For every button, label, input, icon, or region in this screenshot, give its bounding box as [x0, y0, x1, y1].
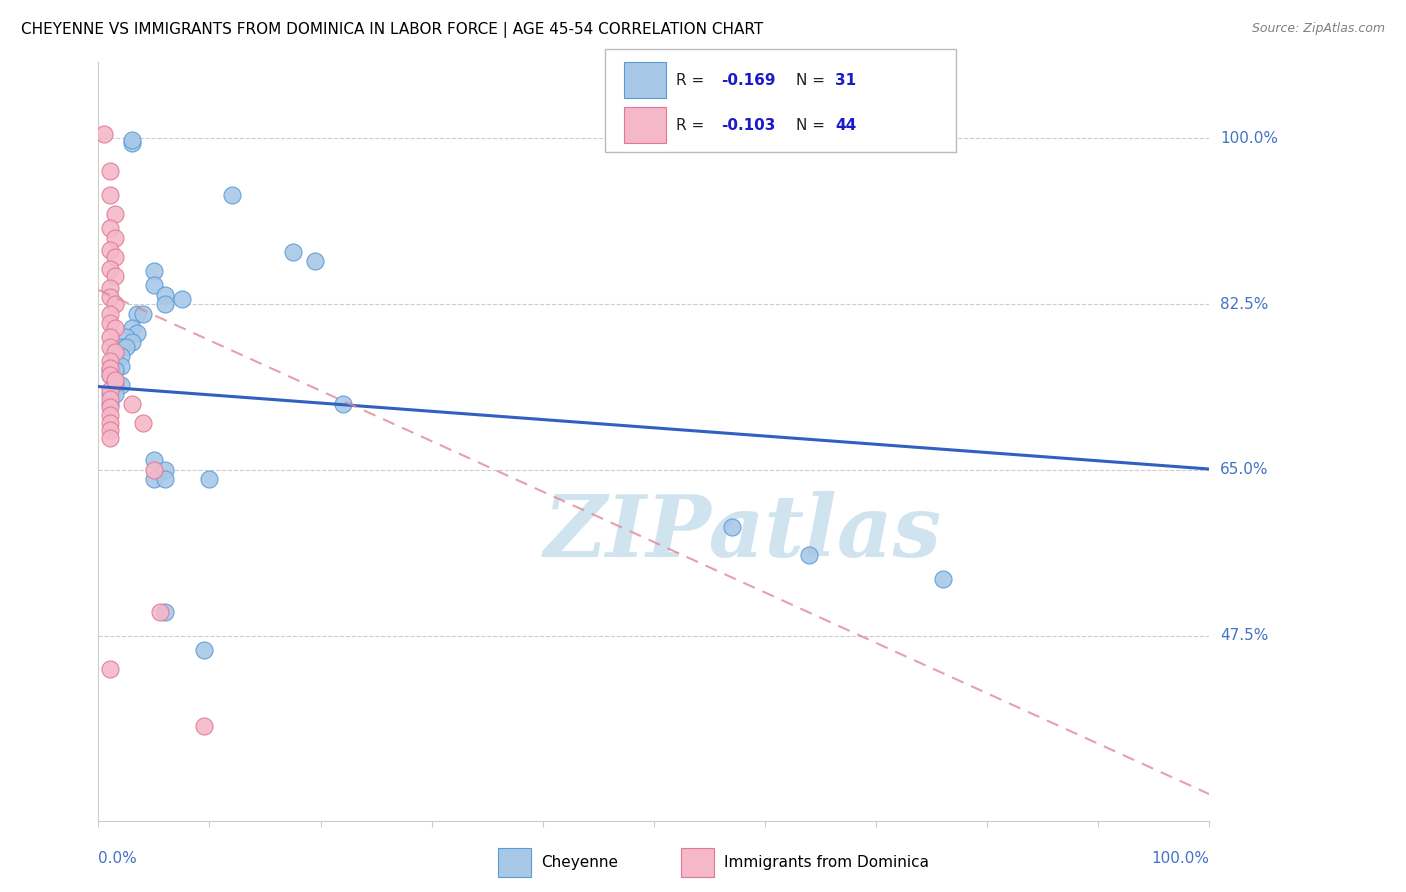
Point — [153, 473, 176, 487]
Point — [153, 605, 176, 619]
Point — [98, 423, 121, 437]
Point — [98, 392, 121, 406]
Point — [98, 262, 121, 277]
Text: Immigrants from Dominica: Immigrants from Dominica — [724, 855, 929, 870]
Point — [98, 397, 121, 411]
Text: 65.0%: 65.0% — [1220, 462, 1268, 477]
Point — [104, 373, 127, 387]
Point — [98, 401, 121, 415]
Point — [143, 278, 166, 293]
Point — [332, 397, 354, 411]
Point — [104, 321, 127, 335]
Point — [98, 408, 121, 422]
Point — [98, 360, 121, 375]
Point — [98, 330, 121, 344]
Point — [110, 359, 132, 373]
Point — [193, 643, 215, 657]
Point — [143, 453, 166, 467]
Point — [98, 354, 121, 368]
Point — [104, 268, 127, 283]
Point — [98, 363, 121, 377]
Text: ZIPatlas: ZIPatlas — [544, 491, 942, 574]
Text: CHEYENNE VS IMMIGRANTS FROM DOMINICA IN LABOR FORCE | AGE 45-54 CORRELATION CHAR: CHEYENNE VS IMMIGRANTS FROM DOMINICA IN … — [21, 22, 763, 38]
Point — [153, 463, 176, 477]
Point — [104, 231, 127, 245]
Point — [98, 340, 121, 354]
Point — [121, 133, 143, 147]
Point — [281, 245, 304, 260]
Text: R =: R = — [676, 119, 710, 133]
Point — [98, 243, 121, 257]
Text: -0.169: -0.169 — [721, 73, 776, 88]
Point — [104, 344, 127, 359]
Text: 31: 31 — [835, 73, 856, 88]
Point — [115, 340, 138, 354]
Point — [104, 250, 127, 264]
Point — [98, 291, 121, 305]
Point — [304, 254, 326, 268]
Point — [98, 316, 121, 330]
Point — [132, 416, 155, 430]
Point — [98, 307, 121, 321]
Point — [720, 520, 742, 534]
Text: Cheyenne: Cheyenne — [541, 855, 619, 870]
Text: 0.0%: 0.0% — [98, 851, 138, 866]
Text: 100.0%: 100.0% — [1220, 131, 1278, 145]
Point — [104, 377, 127, 392]
Text: R =: R = — [676, 73, 710, 88]
Point — [931, 572, 953, 586]
Point — [143, 473, 166, 487]
Point — [153, 297, 176, 311]
Point — [193, 719, 215, 733]
Point — [93, 127, 115, 141]
Point — [98, 416, 121, 430]
Text: 47.5%: 47.5% — [1220, 628, 1268, 643]
Point — [221, 188, 243, 202]
Point — [121, 321, 143, 335]
Point — [98, 431, 121, 445]
Point — [198, 473, 221, 487]
Point — [104, 387, 127, 401]
Point — [98, 368, 121, 383]
Point — [98, 188, 121, 202]
Text: N =: N = — [796, 119, 830, 133]
Text: 82.5%: 82.5% — [1220, 297, 1268, 311]
Point — [143, 463, 166, 477]
Point — [170, 293, 193, 307]
Point — [127, 307, 149, 321]
Point — [98, 281, 121, 295]
Point — [104, 363, 127, 377]
Text: 44: 44 — [835, 119, 856, 133]
Point — [98, 221, 121, 235]
Point — [104, 349, 127, 363]
Point — [98, 164, 121, 178]
Text: -0.103: -0.103 — [721, 119, 776, 133]
Point — [121, 397, 143, 411]
Point — [153, 287, 176, 301]
Text: Source: ZipAtlas.com: Source: ZipAtlas.com — [1251, 22, 1385, 36]
Point — [121, 334, 143, 349]
Point — [148, 605, 170, 619]
Point — [104, 376, 127, 390]
Point — [143, 264, 166, 278]
Point — [799, 548, 821, 563]
Point — [110, 377, 132, 392]
Point — [110, 340, 132, 354]
Point — [104, 359, 127, 373]
Point — [98, 662, 121, 676]
Point — [98, 384, 121, 398]
Point — [104, 297, 127, 311]
Point — [127, 326, 149, 340]
Point — [132, 307, 155, 321]
Point — [98, 387, 121, 401]
Point — [121, 136, 143, 150]
Text: 100.0%: 100.0% — [1152, 851, 1209, 866]
Point — [104, 207, 127, 221]
Point — [115, 330, 138, 344]
Point — [110, 349, 132, 363]
Text: N =: N = — [796, 73, 830, 88]
Point — [98, 368, 121, 383]
